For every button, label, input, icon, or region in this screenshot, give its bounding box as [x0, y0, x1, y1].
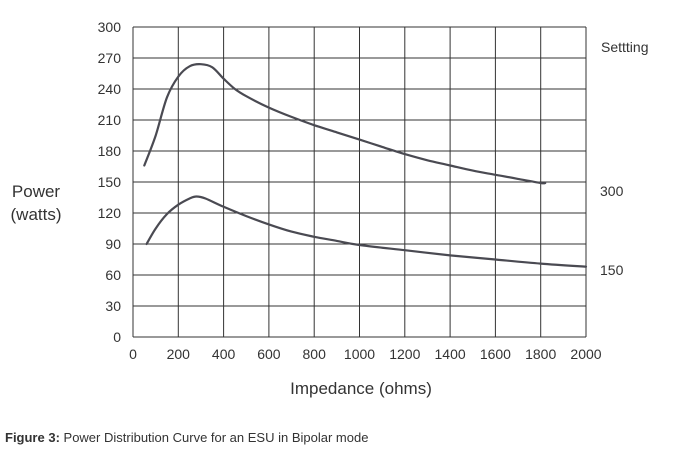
grid: [132, 26, 587, 338]
y-tick-label: 30: [105, 298, 121, 314]
figure-caption: Figure 3: Power Distribution Curve for a…: [5, 430, 368, 445]
legend-title: Settting: [601, 39, 648, 55]
y-axis-title-line-2: (watts): [11, 205, 62, 224]
series-lines: [143, 63, 588, 268]
y-tick-label: 90: [105, 236, 121, 252]
x-tick-label: 600: [257, 346, 281, 362]
y-tick-label: 180: [98, 143, 122, 159]
y-tick-label: 0: [113, 329, 121, 345]
x-tick-label: 1400: [435, 346, 466, 362]
x-tick-label: 1000: [344, 346, 375, 362]
figure-caption-label: Figure 3:: [5, 430, 60, 445]
x-tick-label: 400: [212, 346, 236, 362]
y-tick-label: 150: [98, 174, 122, 190]
x-tick-label: 1600: [480, 346, 511, 362]
y-tick-label: 60: [105, 267, 121, 283]
y-tick-label: 120: [98, 205, 122, 221]
x-tick-label: 800: [303, 346, 327, 362]
y-tick-label: 270: [98, 50, 122, 66]
x-tick-label: 1200: [389, 346, 420, 362]
y-tick-label: 210: [98, 112, 122, 128]
x-axis-title: Impedance (ohms): [290, 379, 432, 398]
y-tick-label: 240: [98, 81, 122, 97]
series-line-150: [145, 195, 588, 268]
series-line-300: [143, 63, 547, 185]
x-tick-label: 1800: [525, 346, 556, 362]
y-tick-label: 300: [98, 19, 122, 35]
x-tick-labels: 0 200 400 600 800 1000 1200 1400 1600 1800 2000: [129, 346, 602, 362]
series-label-150: 150: [600, 262, 624, 278]
series-label-300: 300: [600, 183, 624, 199]
x-tick-label: 2000: [570, 346, 601, 362]
y-tick-labels: 0 30 60 90 120 150 180 210 240 270 300: [98, 19, 122, 345]
figure-caption-text: Power Distribution Curve for an ESU in B…: [59, 430, 369, 445]
x-tick-label: 200: [167, 346, 191, 362]
y-axis-title-line-1: Power: [12, 182, 61, 201]
x-tick-label: 0: [129, 346, 137, 362]
